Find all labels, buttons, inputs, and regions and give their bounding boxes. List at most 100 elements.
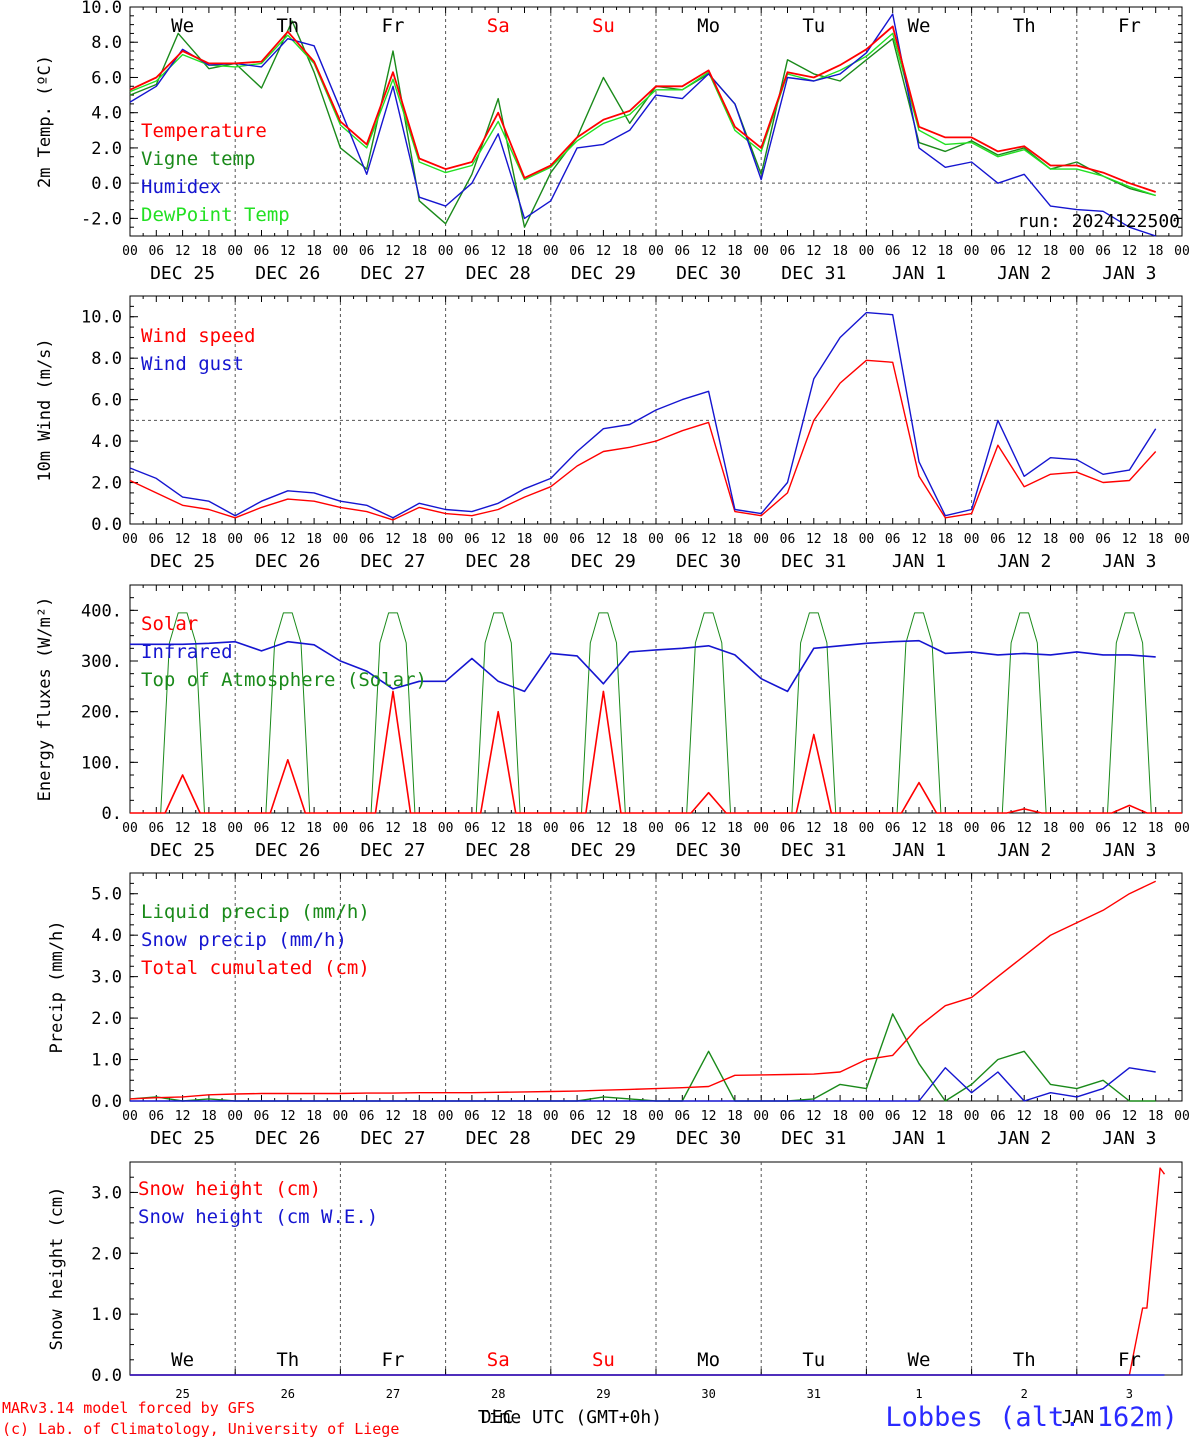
legend-entry: Total cumulated (cm) <box>141 957 370 979</box>
legend-entry: Snow precip (mm/h) <box>141 929 347 951</box>
date-label: DEC 29 <box>571 840 636 861</box>
hour-tick-label: 00 <box>1069 1109 1085 1124</box>
hour-tick-label: 12 <box>1122 532 1138 547</box>
legend-entry: Temperature <box>141 120 267 142</box>
hour-tick-label: 18 <box>937 821 953 836</box>
hour-tick-label: 00 <box>1069 244 1085 259</box>
y-axis-label: 10m Wind (m/s) <box>35 338 55 481</box>
series-line-humidex <box>129 13 1156 237</box>
hour-tick-label: 00 <box>227 821 243 836</box>
hour-tick-label: 06 <box>1095 244 1111 259</box>
series-line-solar <box>130 690 1182 814</box>
hour-tick-label: 18 <box>1043 244 1059 259</box>
date-label: DEC 26 <box>255 840 320 861</box>
y-tick-label: 8.0 <box>91 349 122 369</box>
date-label: DEC 28 <box>466 1128 531 1149</box>
hour-tick-label: 12 <box>490 244 506 259</box>
hour-tick-label: 12 <box>596 244 612 259</box>
hour-tick-label: 06 <box>569 244 585 259</box>
date-label: DEC 31 <box>781 1128 846 1149</box>
hour-tick-label: 06 <box>254 532 270 547</box>
series-line-total-cumulated-cm <box>129 880 1156 1100</box>
hour-tick-label: 06 <box>1095 1109 1111 1124</box>
y-tick-label: 8.0 <box>91 33 122 53</box>
hour-tick-label: 12 <box>806 244 822 259</box>
hour-tick-label: 00 <box>438 821 454 836</box>
hour-tick-label: 18 <box>622 244 638 259</box>
y-tick-label: 2.0 <box>91 139 122 159</box>
date-label: DEC 26 <box>255 1128 320 1149</box>
hour-tick-label: 18 <box>411 532 427 547</box>
hour-tick-label: 00 <box>648 244 664 259</box>
weekday-label: Th <box>1013 15 1036 37</box>
date-label: DEC 31 <box>781 840 846 861</box>
hour-tick-label: 18 <box>306 821 322 836</box>
date-label: DEC 29 <box>571 551 636 572</box>
y-tick-label: -2.0 <box>81 209 122 229</box>
series-line-infrared <box>130 639 1156 693</box>
hour-tick-label: 12 <box>596 1109 612 1124</box>
hour-tick-label: 12 <box>1016 1109 1032 1124</box>
hour-tick-label: 18 <box>832 244 848 259</box>
day-number-label: 25 <box>175 1387 189 1401</box>
weekday-label: Su <box>592 15 615 37</box>
hour-tick-label: 00 <box>859 821 875 836</box>
series-line-wind-gust <box>129 311 1157 519</box>
hour-tick-label: 12 <box>911 244 927 259</box>
y-tick-label: 2.0 <box>91 474 122 494</box>
hour-tick-label: 00 <box>1174 532 1190 547</box>
hour-tick-label: 18 <box>1148 532 1164 547</box>
date-label: DEC 30 <box>676 1128 741 1149</box>
hour-tick-label: 06 <box>780 244 796 259</box>
hour-tick-label: 12 <box>911 821 927 836</box>
hour-tick-label: 18 <box>517 1109 533 1124</box>
credit-line-1: MARv3.14 model forced by GFS <box>2 1399 255 1417</box>
hour-tick-label: 12 <box>911 532 927 547</box>
hour-tick-label: 00 <box>753 532 769 547</box>
hour-tick-label: 18 <box>1043 532 1059 547</box>
y-tick-label: 4.0 <box>91 104 122 124</box>
legend-entry: Wind speed <box>141 325 255 347</box>
hour-tick-label: 18 <box>201 821 217 836</box>
legend-entry: Snow height (cm) <box>138 1178 321 1200</box>
hour-tick-label: 06 <box>254 821 270 836</box>
hour-tick-label: 00 <box>648 821 664 836</box>
date-label: DEC 27 <box>360 840 425 861</box>
hour-tick-label: 12 <box>701 821 717 836</box>
hour-tick-label: 06 <box>359 1109 375 1124</box>
hour-tick-label: 06 <box>674 821 690 836</box>
hour-tick-label: 00 <box>859 532 875 547</box>
hour-tick-label: 06 <box>885 821 901 836</box>
hour-tick-label: 18 <box>517 821 533 836</box>
month-label-jan: JAN <box>1062 1407 1095 1428</box>
hour-tick-label: 06 <box>148 821 164 836</box>
hour-tick-label: 06 <box>780 1109 796 1124</box>
hour-tick-label: 12 <box>1122 1109 1138 1124</box>
hour-tick-label: 12 <box>385 1109 401 1124</box>
hour-tick-label: 18 <box>411 244 427 259</box>
panel-1: -2.0 0.0 2.0 4.0 6.0 8.0 10.0 2m Temp. (ºC) 00 06… <box>35 0 1190 284</box>
y-tick-label: 1.0 <box>91 1305 122 1325</box>
hour-tick-label: 06 <box>464 532 480 547</box>
hour-tick-label: 18 <box>1043 1109 1059 1124</box>
hour-tick-label: 18 <box>727 244 743 259</box>
weekday-label: Fr <box>1118 15 1141 37</box>
run-label: run: 2024122500 <box>1017 211 1180 232</box>
y-tick-label: 6.0 <box>91 391 122 411</box>
hour-tick-label: 12 <box>175 821 191 836</box>
hour-tick-label: 12 <box>1016 244 1032 259</box>
hour-tick-label: 06 <box>148 244 164 259</box>
hour-tick-label: 12 <box>1016 821 1032 836</box>
hour-tick-label: 18 <box>727 532 743 547</box>
date-label: DEC 28 <box>466 840 531 861</box>
hour-tick-label: 12 <box>175 244 191 259</box>
hour-tick-label: 18 <box>1043 821 1059 836</box>
weekday-label: Th <box>276 1349 299 1371</box>
y-tick-label: 10.0 <box>81 308 122 328</box>
hour-tick-label: 18 <box>201 244 217 259</box>
hour-tick-label: 18 <box>832 821 848 836</box>
series-line-temperature <box>129 25 1156 193</box>
y-tick-label: 0. <box>102 804 122 824</box>
weekday-label: Fr <box>1118 1349 1141 1371</box>
hour-tick-label: 00 <box>122 532 138 547</box>
